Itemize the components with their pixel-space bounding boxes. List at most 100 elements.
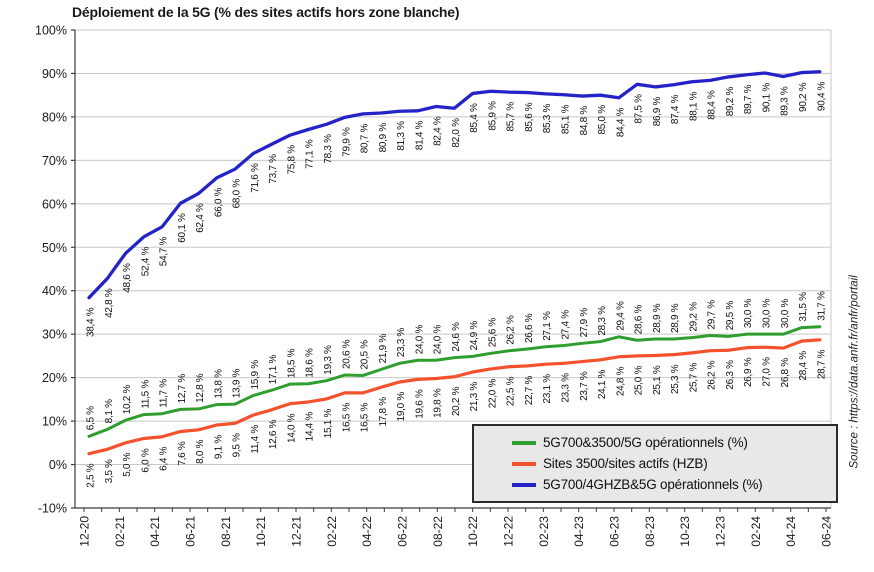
data-label: 85,1 % — [561, 104, 572, 134]
data-label: 7,6 % — [177, 441, 188, 465]
data-label: 21,9 % — [378, 334, 389, 364]
data-label: 87,4 % — [670, 94, 681, 124]
data-label: 60,1 % — [177, 213, 188, 243]
y-axis-tick-label: -10% — [38, 502, 67, 516]
data-label: 20,2 % — [451, 386, 462, 416]
data-label: 24,6 % — [451, 322, 462, 352]
data-label: 19,6 % — [414, 389, 425, 419]
data-label: 85,4 % — [469, 103, 480, 133]
data-label: 16,5 % — [360, 402, 371, 432]
data-label: 15,1 % — [323, 409, 334, 439]
data-label: 12,7 % — [177, 374, 188, 404]
data-label: 19,8 % — [433, 388, 444, 418]
series-line-2 — [87, 70, 822, 300]
data-label: 22,5 % — [506, 376, 517, 406]
data-label: 29,5 % — [725, 301, 736, 331]
data-label: 80,7 % — [360, 123, 371, 153]
data-label: 79,9 % — [341, 127, 352, 157]
data-label: 84,8 % — [579, 106, 590, 136]
data-label: 75,8 % — [286, 145, 297, 175]
data-label: 6,5 % — [86, 406, 97, 430]
data-label: 5,0 % — [122, 452, 133, 476]
legend-item-sites-3500: Sites 3500/sites actifs (HZB) — [512, 456, 830, 471]
data-label: 48,6 % — [122, 263, 133, 293]
x-axis-tick-label: 08-23 — [643, 516, 657, 547]
data-label: 29,7 % — [707, 300, 718, 330]
data-label: 14,0 % — [286, 413, 297, 443]
data-label: 6,0 % — [140, 448, 151, 472]
x-axis-tick-label: 08-21 — [219, 516, 233, 547]
data-label: 90,2 % — [798, 82, 809, 112]
x-axis-tick-label: 12-23 — [714, 516, 728, 547]
data-label: 12,8 % — [195, 373, 206, 403]
y-axis-tick-label: 80% — [42, 110, 67, 124]
legend-item-label: 5G700&3500/5G opérationnels (%) — [543, 435, 748, 450]
data-label: 20,5 % — [360, 340, 371, 370]
data-label: 25,0 % — [634, 366, 645, 396]
data-label: 6,4 % — [159, 446, 170, 470]
data-label: 28,9 % — [670, 303, 681, 333]
data-label: 22,7 % — [524, 376, 535, 406]
x-axis-tick-label: 10-22 — [466, 516, 480, 547]
y-axis-tick-label: 30% — [42, 328, 67, 342]
x-axis-tick-label: 02-21 — [113, 516, 127, 547]
data-label: 80,9 % — [378, 123, 389, 153]
data-label: 18,6 % — [305, 348, 316, 378]
data-label: 77,1 % — [305, 139, 316, 169]
data-label: 81,4 % — [414, 120, 425, 150]
x-axis-tick-label: 08-22 — [431, 516, 445, 547]
data-label: 68,0 % — [232, 179, 243, 209]
data-label: 85,9 % — [487, 101, 498, 131]
x-axis-tick-label: 12-20 — [78, 516, 92, 547]
data-label: 28,7 % — [816, 349, 827, 379]
data-label: 20,6 % — [341, 339, 352, 369]
data-label: 28,9 % — [652, 303, 663, 333]
x-axis: 12-20 02-21 04-21 06-21 08-21 10-21 12-21 02-22… — [75, 507, 834, 547]
data-label: 84,4 % — [615, 107, 626, 137]
data-label: 82,4 % — [433, 116, 444, 146]
data-label: 54,7 % — [159, 236, 170, 266]
series-0: 6,5 % 8,1 % 10,2 % 11,5 % 11,7 % 12,7 % 12,8 %… — [86, 291, 827, 438]
x-axis-tick-label: 06-21 — [184, 516, 198, 547]
x-axis-tick-label: 02-23 — [537, 516, 551, 547]
data-label: 27,0 % — [761, 357, 772, 387]
data-label: 73,7 % — [268, 154, 279, 184]
data-label: 23,1 % — [542, 374, 553, 404]
data-label: 29,4 % — [615, 301, 626, 331]
y-axis-tick-label: 0% — [49, 458, 67, 472]
data-label: 85,6 % — [524, 102, 535, 132]
data-label: 23,7 % — [579, 371, 590, 401]
data-label: 89,2 % — [725, 87, 736, 117]
legend-line-swatch-blue — [512, 482, 536, 487]
data-label: 26,8 % — [780, 358, 791, 388]
x-axis-tick-label: 02-22 — [325, 516, 339, 547]
data-label: 19,0 % — [396, 392, 407, 422]
x-axis-tick-label: 04-22 — [360, 516, 374, 547]
data-label: 8,0 % — [195, 439, 206, 463]
data-label: 26,2 % — [707, 360, 718, 390]
y-axis-tick-label: 90% — [42, 67, 67, 81]
x-axis-tick-label: 06-23 — [608, 516, 622, 547]
series-line-0 — [87, 325, 822, 438]
y-axis-tick-label: 50% — [42, 241, 67, 255]
series-line-1 — [87, 338, 822, 456]
data-label: 29,2 % — [688, 302, 699, 332]
data-label: 88,4 % — [707, 90, 718, 120]
data-label: 27,4 % — [561, 310, 572, 340]
data-label: 24,9 % — [469, 321, 480, 351]
data-label: 2,5 % — [86, 463, 97, 487]
data-label: 88,1 % — [688, 91, 699, 121]
data-label: 86,9 % — [652, 97, 663, 127]
y-axis-tick-label: 40% — [42, 284, 67, 298]
data-label: 85,3 % — [542, 103, 553, 133]
data-label: 8,1 % — [104, 399, 115, 423]
data-label: 87,5 % — [634, 94, 645, 124]
data-label: 66,0 % — [213, 187, 224, 217]
legend-line-swatch-green — [512, 440, 536, 445]
y-axis-tick-label: 20% — [42, 371, 67, 385]
data-label: 10,2 % — [122, 384, 133, 414]
data-label: 9,1 % — [213, 435, 224, 459]
x-axis-tick-label: 06-24 — [820, 516, 834, 547]
data-label: 15,9 % — [250, 360, 261, 390]
